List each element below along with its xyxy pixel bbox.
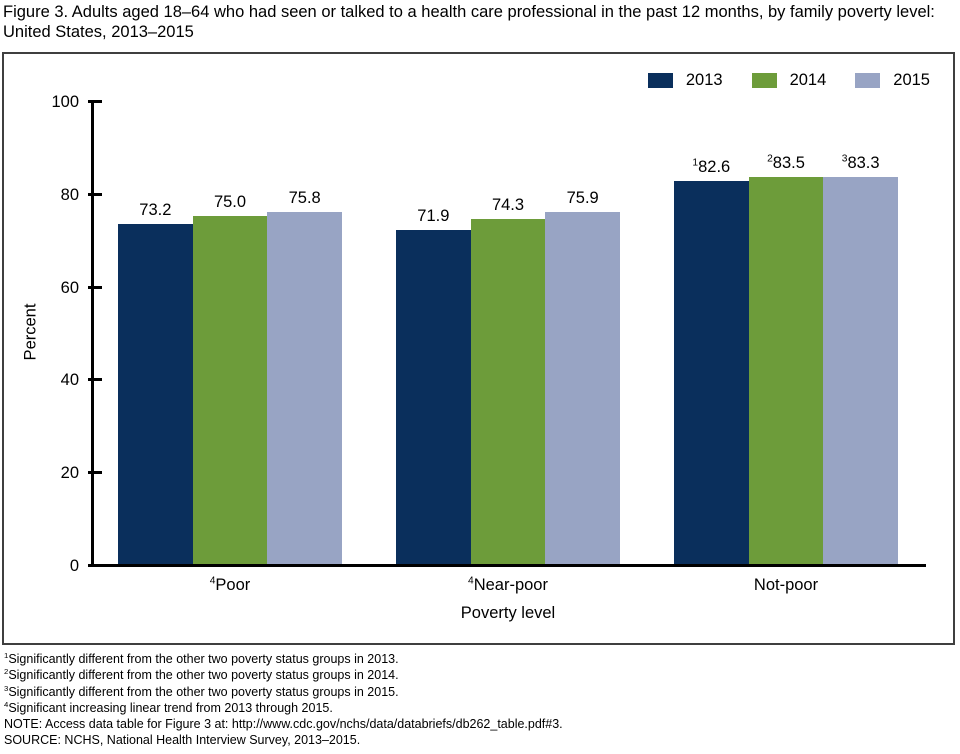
bar-2015-near-poor (545, 212, 620, 564)
y-tick-60 (88, 285, 102, 289)
footnote-4: 4Significant increasing linear trend fro… (4, 699, 333, 715)
legend-label-2013: 2013 (685, 71, 723, 89)
bar-2013-poor (118, 224, 193, 564)
y-tick-0 (88, 564, 102, 567)
bar-2013-near-poor (396, 230, 471, 564)
legend-swatch-2015 (855, 73, 881, 88)
y-tick-label-40: 40 (60, 371, 79, 390)
bar-2014-near-poor (471, 219, 545, 564)
bar-value-2013-not-poor: 182.6 (692, 157, 731, 176)
bar-value-2015-near-poor: 75.9 (566, 189, 599, 207)
footnote-5: NOTE: Access data table for Figure 3 at:… (4, 717, 563, 732)
bar-value-2014-near-poor: 74.3 (491, 196, 525, 214)
x-axis-title: Poverty level (460, 604, 556, 622)
y-tick-100 (88, 100, 102, 103)
y-axis-title: Percent (21, 303, 40, 361)
bar-2015-not-poor (823, 177, 898, 564)
footnote-1: 1Significantly different from the other … (4, 650, 399, 666)
y-tick-40 (88, 378, 102, 382)
legend: 2013 2014 2015 (647, 71, 930, 90)
y-tick-label-0: 0 (69, 557, 79, 575)
bar-value-2013-near-poor: 71.9 (417, 207, 450, 225)
x-category-poor: 4Poor (209, 575, 251, 594)
y-tick-label-100: 100 (51, 93, 79, 111)
bar-value-2014-poor: 75.0 (213, 193, 247, 211)
footnotes: 1Significantly different from the other … (4, 651, 954, 749)
legend-item-2013: 2013 (647, 71, 723, 90)
plot-area: 0 20 40 60 80 100 73.2 71.9 182.6 75.0 74.3 283.5 75… (4, 54, 953, 643)
legend-item-2014: 2014 (751, 71, 827, 90)
legend-swatch-2013 (647, 73, 673, 88)
y-tick-label-60: 60 (60, 278, 79, 297)
x-category-near-poor: 4Near-poor (468, 575, 548, 594)
bar-value-2015-poor: 75.8 (288, 189, 321, 207)
legend-label-2015: 2015 (893, 71, 930, 89)
footnote-2: 2Significantly different from the other … (4, 667, 399, 683)
y-tick-20 (88, 471, 102, 475)
legend-swatch-2014 (751, 73, 777, 88)
chart-frame: 2013 2014 2015 0 20 40 60 80 100 73.2 71.9 182.6 75… (2, 52, 955, 645)
bar-2013-not-poor (674, 181, 749, 564)
x-axis-line (91, 564, 926, 567)
y-tick-label-80: 80 (60, 185, 79, 204)
bar-2014-poor (193, 216, 267, 564)
x-category-not-poor: Not-poor (753, 576, 819, 594)
y-tick-80 (88, 192, 102, 196)
bar-value-2014-not-poor: 283.5 (767, 153, 805, 172)
bar-value-2015-not-poor: 383.3 (841, 153, 880, 172)
y-axis-line (91, 100, 94, 567)
legend-item-2015: 2015 (855, 71, 930, 90)
footnote-6: SOURCE: NCHS, National Health Interview … (4, 733, 361, 748)
y-tick-label-20: 20 (60, 464, 79, 483)
bar-2015-poor (267, 212, 342, 564)
figure-title: Figure 3. Adults aged 18–64 who had seen… (3, 3, 935, 41)
legend-label-2014: 2014 (789, 71, 827, 89)
bar-2014-not-poor (749, 177, 823, 564)
bar-value-2013-poor: 73.2 (139, 201, 172, 219)
footnote-3: 3Significantly different from the other … (4, 683, 399, 699)
